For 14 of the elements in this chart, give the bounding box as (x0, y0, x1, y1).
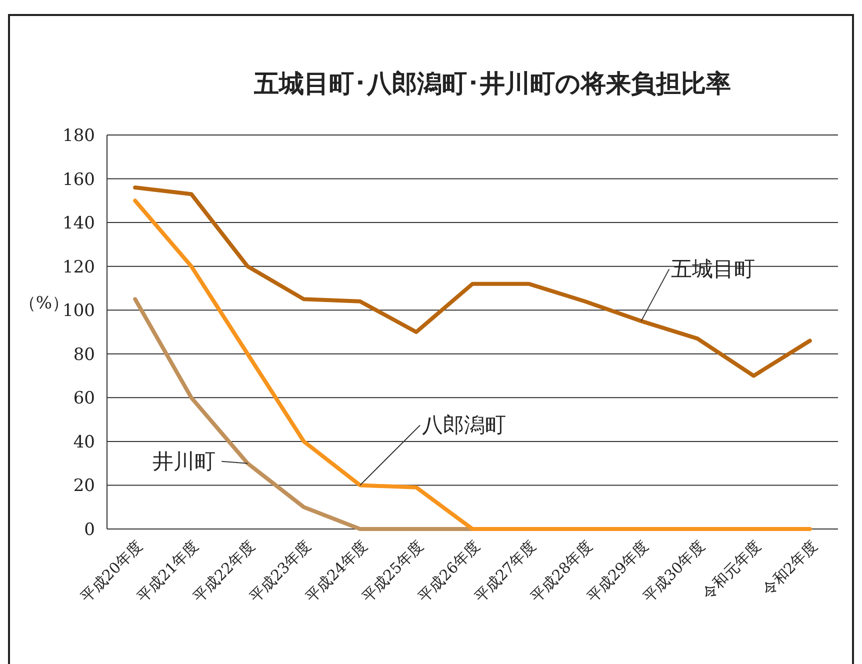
y-tick-label: 80 (73, 344, 95, 365)
y-tick-label: 180 (62, 126, 95, 146)
line-series (133, 198, 812, 531)
y-tick-label: 20 (73, 476, 95, 496)
y-tick-label: 140 (62, 214, 95, 234)
chart-title: 五城目町･八郎潟町･井川町の将来負担比率 (253, 69, 731, 98)
y-tick-label: 40 (73, 432, 95, 452)
y-tick-label: 0 (84, 520, 95, 540)
series-label: 井川町 (152, 449, 216, 474)
y-tick-label: 160 (62, 170, 95, 190)
y-tick-label: 120 (62, 257, 95, 278)
line-series (133, 186, 812, 378)
y-tick-label: 60 (73, 388, 95, 409)
text: 八郎潟町 (422, 413, 506, 438)
